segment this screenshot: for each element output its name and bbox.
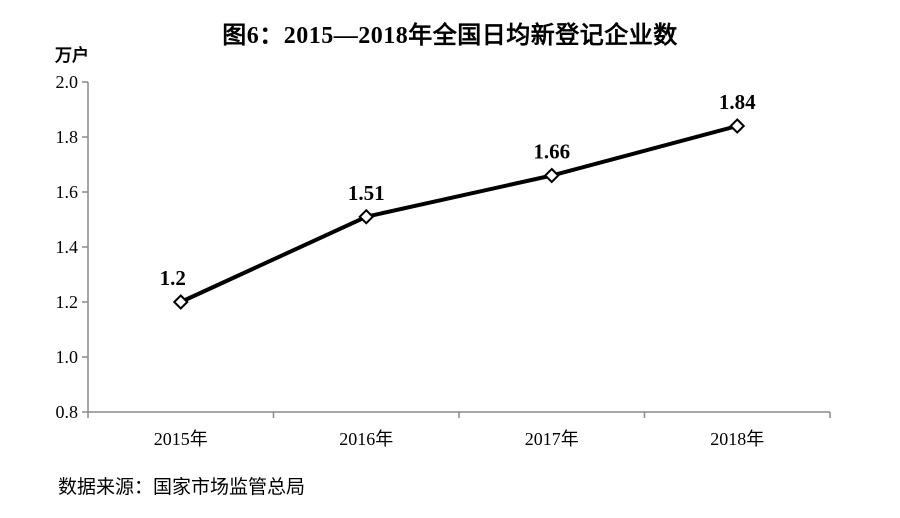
chart-title: 图6：2015—2018年全国日均新登记企业数 [222, 23, 678, 49]
x-axis-category-label: 2018年 [710, 429, 764, 449]
x-axis-category-label: 2015年 [154, 429, 208, 449]
y-axis-tick-label: 1.2 [56, 292, 79, 312]
y-axis-tick-label: 1.6 [56, 182, 79, 202]
y-axis-tick-label: 2.0 [56, 72, 79, 92]
data-point-marker [729, 118, 746, 134]
y-axis-tick-label: 1.8 [56, 127, 79, 147]
data-point-label: 1.66 [533, 140, 570, 164]
y-axis-unit-label: 万户 [55, 46, 89, 65]
x-axis-category-label: 2017年 [525, 429, 579, 449]
data-point-marker [543, 167, 560, 184]
data-source-label: 数据来源：国家市场监管总局 [58, 477, 306, 498]
data-line [179, 124, 738, 304]
data-point-label: 1.84 [719, 90, 756, 114]
data-point-marker [358, 208, 375, 225]
data-point-label: 1.51 [348, 181, 385, 205]
y-axis-tick-label: 0.8 [56, 402, 79, 422]
x-axis-category-label: 2016年 [339, 429, 393, 449]
y-axis-tick-label: 1.4 [56, 237, 79, 257]
data-point-label: 1.2 [160, 266, 186, 290]
y-axis-tick-label: 1.0 [56, 347, 79, 367]
data-point-marker [172, 294, 189, 310]
